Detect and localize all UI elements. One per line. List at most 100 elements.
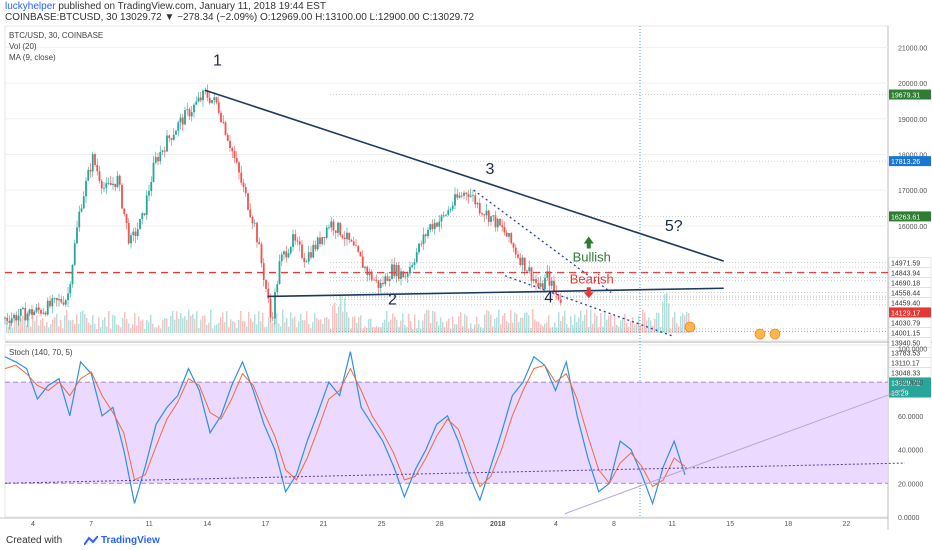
volume-bar [632, 317, 634, 333]
volume-bar [292, 318, 294, 333]
candle-body [514, 247, 517, 255]
volume-bar [444, 327, 446, 333]
volume-bar [608, 315, 610, 333]
volume-bar [158, 325, 160, 333]
candle-body [69, 284, 72, 294]
volume-bar [250, 318, 252, 333]
volume-bar [562, 316, 564, 333]
volume-bar [442, 322, 444, 333]
candle-body [62, 302, 65, 305]
volume-bar [48, 327, 50, 333]
stoch-tick-label: 20.0000 [898, 481, 923, 488]
volume-bar [168, 326, 170, 333]
author-link[interactable]: luckyhelper [5, 1, 56, 12]
candle-body [478, 203, 481, 214]
volume-bar [658, 313, 660, 333]
wave-label: 5? [665, 218, 683, 235]
candle-body [46, 300, 49, 315]
time-tick-label: 4 [554, 521, 558, 528]
volume-bar [276, 313, 278, 333]
tradingview-logo[interactable]: TradingView [83, 535, 160, 546]
volume-bar [486, 310, 488, 333]
created-with-text: Created with [6, 535, 63, 546]
price-pane [4, 25, 889, 341]
volume-bar [16, 323, 18, 333]
volume-bar [184, 316, 186, 333]
candle-body [487, 210, 490, 222]
candle-body [325, 227, 328, 238]
candle-body [82, 196, 85, 209]
time-tick-label: 14 [203, 521, 211, 528]
time-tick-label: 25 [378, 521, 386, 528]
candle-body [357, 246, 360, 252]
candle-body [366, 266, 369, 275]
volume-bar [384, 319, 386, 333]
candle-body [112, 183, 114, 186]
candle-body [440, 215, 443, 222]
volume-bar [44, 325, 46, 333]
candle-body [460, 195, 463, 197]
legend-entry: MA (9, close) [9, 53, 56, 62]
candle-body [280, 254, 283, 262]
candle-body [139, 218, 141, 230]
volume-bar [360, 315, 362, 333]
candle-body [348, 232, 351, 240]
candle-body [231, 147, 234, 152]
candle-body [388, 278, 391, 282]
candle-body [328, 227, 330, 229]
candle-body [31, 309, 33, 316]
volume-bar [236, 327, 238, 333]
volume-bar [238, 319, 240, 333]
volume-bar [644, 312, 646, 333]
stoch-tick-label: 0.0000 [898, 515, 920, 522]
volume-bar [518, 322, 520, 333]
candle-body [418, 243, 420, 253]
candle-body [53, 298, 56, 299]
published-text: published on TradingView.com, January 11… [58, 1, 326, 12]
volume-bar [380, 326, 382, 333]
volume-bar [548, 315, 550, 333]
volume-bar [364, 326, 366, 333]
candle-body [427, 229, 429, 237]
volume-bar [234, 322, 236, 333]
candle-body [537, 282, 540, 287]
candle-body [548, 271, 551, 286]
volume-bar [132, 324, 134, 333]
time-tick-label: 7 [89, 521, 93, 528]
volume-bar [304, 320, 306, 333]
candle-body [213, 97, 216, 101]
candle-body [193, 104, 195, 113]
volume-bar [208, 322, 210, 333]
candle-body [55, 298, 58, 301]
volume-bar [432, 310, 434, 333]
price-tag-label: 13940.50 [891, 341, 920, 348]
volume-bar [404, 324, 406, 333]
volume-bar [422, 320, 424, 333]
volume-bar [472, 328, 474, 333]
candle-body [172, 134, 175, 140]
volume-bar [86, 317, 88, 333]
volume-bar [342, 311, 344, 333]
candle-body [251, 216, 254, 224]
volume-bar [540, 324, 542, 333]
candle-body [26, 313, 29, 321]
stoch-series-d [4, 364, 686, 488]
volume-bar [496, 317, 498, 333]
candle-body [413, 262, 416, 266]
candle-body [352, 241, 355, 246]
volume-bar [634, 324, 636, 333]
price-tick-label: 19000.00 [898, 117, 927, 124]
volume-bar [148, 322, 150, 333]
volume-bar [652, 325, 654, 333]
volume-bar [362, 328, 364, 333]
volume-bar [402, 313, 404, 333]
candle-body [166, 135, 168, 152]
volume-bar [74, 323, 76, 333]
quote-line: COINBASE:BTCUSD, 30 13029.72 ▼ −278.34 (… [5, 12, 475, 23]
volume-bar [612, 326, 614, 333]
volume-bar [80, 311, 82, 333]
price-tick-label: 21000.00 [898, 45, 927, 52]
volume-bar [308, 324, 310, 333]
volume-bar [440, 317, 442, 333]
